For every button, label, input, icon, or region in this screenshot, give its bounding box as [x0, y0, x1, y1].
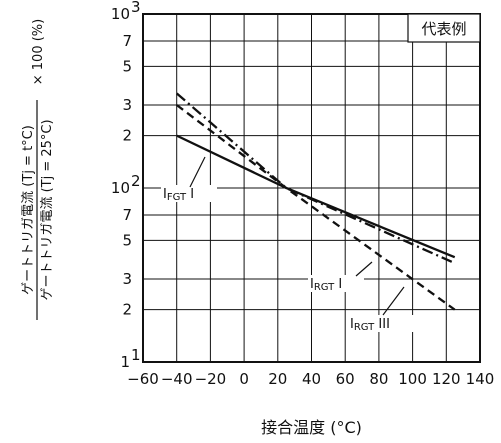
- y-tick-label: 10 3: [111, 0, 141, 23]
- x-tick-label: 40: [302, 370, 321, 388]
- y-tick-label: 2: [122, 127, 132, 145]
- annotation-backdrop: [348, 315, 414, 332]
- x-tick-label: −60: [127, 370, 159, 388]
- y-tick-label: 7: [122, 32, 132, 50]
- series-irgt-i-line: [175, 92, 456, 265]
- annotation-irgt-i: IRGT I: [308, 261, 373, 293]
- x-tick-label: −20: [195, 370, 227, 388]
- y-tick-label: 7: [122, 206, 132, 224]
- x-tick-label: 0: [239, 370, 249, 388]
- series-irgt-iii-line: [176, 104, 456, 311]
- y-axis-title-multiplier: × 100 (%): [31, 19, 46, 85]
- leader-line: [189, 156, 206, 188]
- y-tick-base: 10: [111, 5, 130, 23]
- y-tick-exponent: 1: [131, 346, 141, 364]
- corner-badge: 代表例: [407, 13, 481, 43]
- annotation-main: I: [310, 277, 314, 292]
- y-axis-title-denominator: ゲートトリガ電流 (Tj = 25°C): [40, 119, 55, 300]
- y-tick-label: 2: [122, 301, 132, 319]
- annotation-ifgt-i: IFGT I: [161, 156, 217, 203]
- y-tick-label: 3: [122, 270, 132, 288]
- series-lines: [175, 92, 456, 311]
- x-tick-label: 60: [336, 370, 355, 388]
- leader-line: [355, 261, 373, 277]
- x-tick-labels: −60 −40 −20 0 20 40 60 80 100 120 140: [127, 370, 494, 388]
- y-tick-base: 1: [120, 353, 130, 371]
- annotation-subscript: RGT: [354, 322, 375, 333]
- y-tick-label: 5: [122, 57, 132, 75]
- corner-badge-label: 代表例: [421, 20, 466, 38]
- annotation-subscript: RGT: [314, 282, 335, 293]
- x-tick-label: −40: [161, 370, 193, 388]
- plot-frame: [142, 13, 481, 363]
- annotation-label: IRGT III: [350, 317, 390, 333]
- annotation-label: IFGT I: [163, 187, 194, 203]
- x-axis-title: 接合温度 (°C): [261, 418, 362, 437]
- y-tick-label: 10 2: [111, 172, 141, 197]
- annotation-main: I: [163, 187, 167, 202]
- annotation-subscript: FGT: [167, 192, 187, 203]
- annotation-suffix: I: [334, 277, 342, 292]
- x-tick-label: 100: [398, 370, 427, 388]
- x-tick-label: 120: [432, 370, 461, 388]
- y-tick-label: 5: [122, 231, 132, 249]
- annotation-irgt-iii: IRGT III: [348, 286, 414, 333]
- x-tick-label: 140: [466, 370, 495, 388]
- y-tick-exponent: 3: [131, 0, 141, 16]
- y-axis-title-numerator: ゲートトリガ電流 (Tj = t°C): [21, 125, 36, 295]
- y-tick-label: 3: [122, 96, 132, 114]
- y-tick-exponent: 2: [131, 172, 141, 190]
- leader-line: [382, 286, 405, 316]
- y-axis-title: ゲートトリガ電流 (Tj = t°C) ゲートトリガ電流 (Tj = 25°C)…: [21, 19, 55, 320]
- x-tick-label: 20: [268, 370, 287, 388]
- annotation-suffix: III: [374, 317, 390, 332]
- y-tick-base: 10: [111, 179, 130, 197]
- annotation-main: I: [350, 317, 354, 332]
- annotation-backdrop: [161, 185, 217, 202]
- corner-badge-box: [407, 13, 481, 43]
- annotation-suffix: I: [186, 187, 194, 202]
- x-tick-label: 80: [369, 370, 388, 388]
- annotation-backdrop: [308, 275, 364, 292]
- annotation-label: IRGT I: [310, 277, 342, 293]
